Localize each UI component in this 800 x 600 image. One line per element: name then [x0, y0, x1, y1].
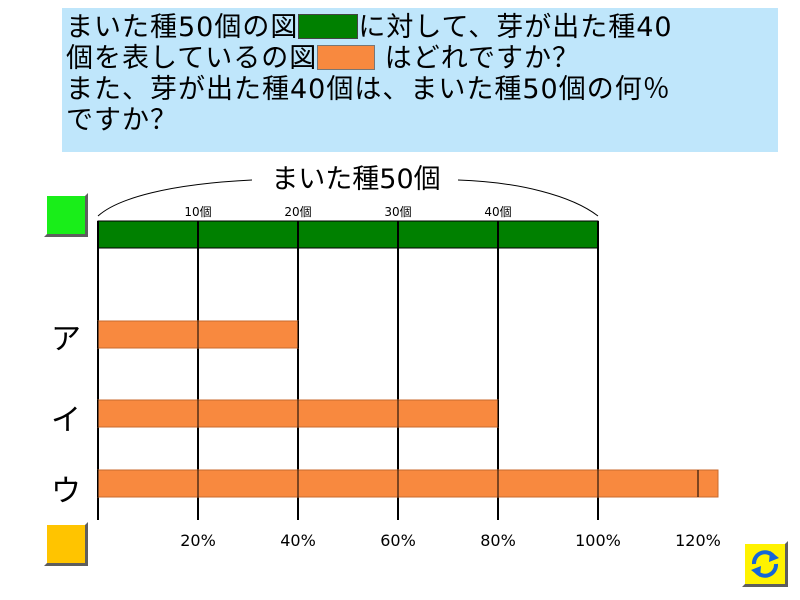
- yellow-answer-button[interactable]: [44, 522, 88, 566]
- bottom-tick-label: 20%: [180, 531, 216, 550]
- green-bar-swatch: [298, 14, 359, 39]
- bar-u: [97, 469, 719, 498]
- refresh-icon: [751, 550, 779, 578]
- bottom-tick-label: 60%: [380, 531, 416, 550]
- green-answer-button[interactable]: [44, 193, 88, 237]
- orange-bar-swatch: [317, 45, 376, 70]
- brace-left-arc: [97, 179, 253, 217]
- question-line-2a: 個を表しているの図: [66, 43, 318, 74]
- question-text: まいた種50個の図 に対して、芽が出た種40 個を表しているの図 はどれですか？ …: [66, 12, 778, 136]
- bottom-tick-label: 40%: [280, 531, 316, 550]
- question-line-1: まいた種50個の図 に対して、芽が出た種40: [66, 12, 778, 43]
- question-line-1b: に対して、芽が出た種40: [358, 12, 673, 43]
- top-tick-label: 20個: [284, 205, 311, 219]
- row-label-u: ウ: [51, 474, 81, 509]
- brace-label: まいた種50個: [271, 164, 440, 195]
- question-line-3: また、芽が出た種40個は、まいた種50個の何％: [66, 74, 671, 105]
- brace-right-arc: [457, 179, 599, 217]
- bottom-tick-label: 100%: [575, 531, 621, 550]
- question-line-2b: はどれですか？: [384, 43, 580, 74]
- bottom-tick-label: 120%: [675, 531, 721, 550]
- row-label-i: イ: [51, 403, 81, 438]
- question-line-4: ですか？: [66, 105, 178, 136]
- top-tick-label: 30個: [384, 205, 411, 219]
- question-panel: まいた種50個の図 に対して、芽が出た種40 個を表しているの図 はどれですか？ …: [62, 8, 778, 152]
- bottom-tick-label: 80%: [480, 531, 516, 550]
- refresh-button[interactable]: [742, 541, 788, 587]
- top-tick-label: 10個: [184, 205, 211, 219]
- base-bar-50-seeds: [97, 220, 599, 249]
- question-line-2: 個を表しているの図 はどれですか？: [66, 43, 778, 74]
- question-line-1a: まいた種50個の図: [66, 12, 299, 43]
- top-tick-label: 40個: [484, 205, 511, 219]
- row-label-a: ア: [51, 322, 81, 357]
